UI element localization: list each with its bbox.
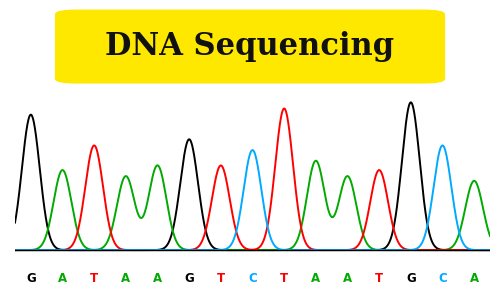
- Text: T: T: [90, 272, 98, 285]
- Text: T: T: [375, 272, 383, 285]
- Text: A: A: [312, 272, 320, 285]
- Text: A: A: [153, 272, 162, 285]
- Text: C: C: [438, 272, 447, 285]
- Text: C: C: [248, 272, 257, 285]
- FancyBboxPatch shape: [56, 10, 444, 83]
- Text: A: A: [58, 272, 67, 285]
- Text: T: T: [280, 272, 288, 285]
- Text: G: G: [406, 272, 415, 285]
- Text: T: T: [217, 272, 225, 285]
- Text: A: A: [122, 272, 130, 285]
- Text: DNA Sequencing: DNA Sequencing: [106, 31, 395, 62]
- Text: G: G: [26, 272, 36, 285]
- Text: G: G: [184, 272, 194, 285]
- Text: A: A: [343, 272, 352, 285]
- Text: A: A: [470, 272, 478, 285]
